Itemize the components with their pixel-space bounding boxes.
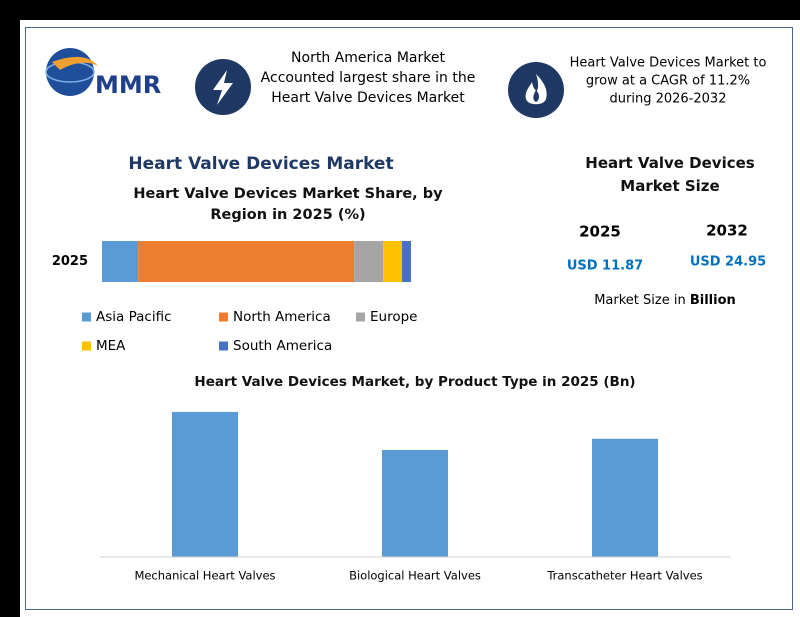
legend-swatch [82,312,91,322]
chart-title: Heart Valve Devices Market Share, by Reg… [133,186,443,223]
frame [25,27,793,610]
header-text: Heart Valve Devices Market to [570,56,767,71]
legend-label: South America [233,338,332,354]
legend-swatch [356,312,365,322]
legend-label: North America [233,309,331,325]
x-tick-label: Transcatheter Heart Valves [546,569,702,583]
bar-segment [102,241,139,282]
bar-segment [138,241,355,282]
bar [172,411,238,557]
bar-segment [354,241,384,282]
x-tick-label: Biological Heart Valves [349,569,481,583]
bar-segment [402,241,411,282]
logo-swoosh [52,56,98,70]
bolt-glyph [213,70,233,105]
logo-globe [46,48,94,96]
header-text: during 2026-2032 [610,92,727,107]
bar [382,449,448,557]
size-title: Heart Valve Devices Market Size [585,154,755,195]
chart-title: Heart Valve Devices Market, by Product T… [194,374,636,390]
year-label: 2032 [706,222,748,240]
size-note: Market Size in Billion [594,293,736,308]
flame-inner [533,90,539,102]
logo-text: MMR [95,71,161,99]
bar-segment [383,241,403,282]
legend-swatch [219,341,228,351]
header-text: grow at a CAGR of 11.2% [586,74,750,89]
header-text: Accounted largest share in the [261,70,476,86]
legend-label: Asia Pacific [96,309,172,325]
legend-label: Europe [370,309,417,325]
flame-glyph [525,74,547,105]
legend-swatch [219,312,228,322]
legend-label: MEA [96,338,126,354]
size-note-unit: Billion [690,293,736,308]
header-text: North America Market [291,50,445,66]
legend-swatch [82,341,91,351]
bar [592,438,658,557]
y-tick-label: 2025 [52,254,88,269]
header-text: Heart Valve Devices Market [271,90,465,106]
year-label: 2025 [579,223,621,241]
size-value: USD 11.87 [567,259,643,274]
size-note-text: Market Size in [594,293,686,308]
size-value: USD 24.95 [690,255,766,270]
main-title: Heart Valve Devices Market [128,154,393,174]
x-tick-label: Mechanical Heart Valves [134,569,275,583]
